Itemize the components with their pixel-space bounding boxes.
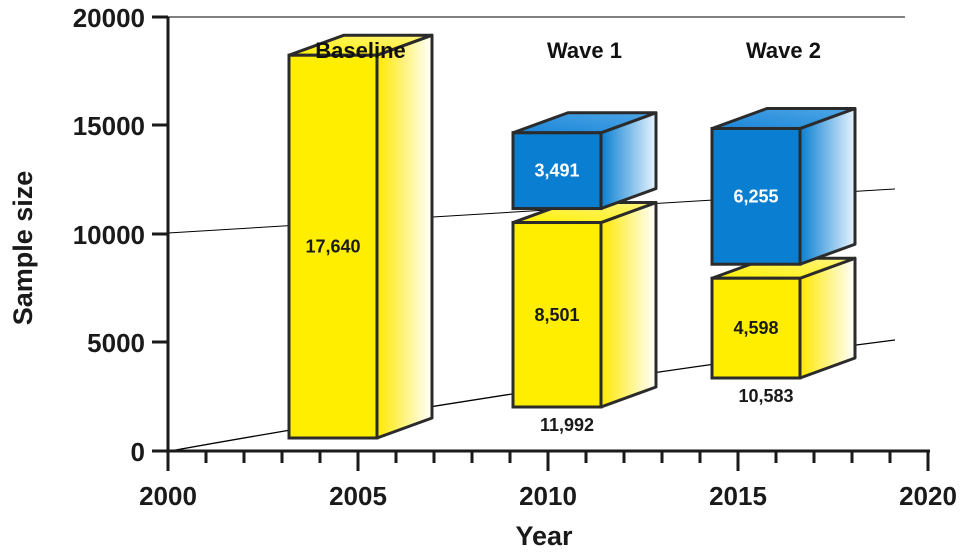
- bar-segment: 8,501: [511, 201, 658, 409]
- bar-segment: 17,640: [287, 33, 434, 440]
- y-axis-title: Sample size: [8, 171, 38, 326]
- y-tick-label: 10000: [73, 220, 145, 250]
- bar-value-label: 6,255: [733, 186, 778, 206]
- group-label: Baseline: [315, 38, 406, 63]
- bar-segment: 6,255: [710, 106, 857, 266]
- total-label: 10,583: [738, 386, 793, 406]
- x-tick-label: 2020: [899, 481, 957, 511]
- bar-group-0: 17,640 Baseline: [287, 33, 434, 440]
- bar-front-face: [511, 131, 603, 211]
- bar-side-face: [599, 201, 658, 409]
- bar-segment: 4,598: [710, 256, 857, 380]
- bar-front-face: [710, 126, 802, 266]
- bar-group-2: 4,598 6,255 Wave 2 10,583: [710, 38, 857, 406]
- x-tick-label: 2010: [519, 481, 577, 511]
- group-label: Wave 1: [547, 38, 622, 63]
- bar-value-label: 17,640: [305, 237, 360, 257]
- y-tick-label: 20000: [73, 3, 145, 33]
- total-label: 11,992: [540, 415, 594, 435]
- y-tick-label: 0: [131, 437, 145, 467]
- x-axis: 2000 2005 2010 2015 2020 Year: [139, 449, 957, 551]
- x-tick-label: 2005: [329, 481, 387, 511]
- y-axis: 20000 15000 10000 5000 0 Sample size: [8, 3, 170, 467]
- bar-segment: 3,491: [511, 111, 658, 211]
- bar-side-face: [375, 33, 434, 440]
- x-tick-label: 2000: [139, 481, 197, 511]
- group-label: Wave 2: [746, 38, 821, 63]
- x-ticks: [166, 451, 930, 471]
- x-axis-title: Year: [515, 521, 573, 551]
- bar-value-label: 4,598: [733, 318, 778, 338]
- bar-front-face: [511, 221, 603, 409]
- y-tick-label: 15000: [73, 111, 145, 141]
- bar-value-label: 3,491: [534, 161, 579, 181]
- bar-front-face: [287, 53, 379, 440]
- bar-side-face: [798, 106, 857, 266]
- bar-value-label: 8,501: [534, 305, 579, 325]
- bars: 17,640 Baseline 8,501 3,491 Wave 1 11,992 4,59…: [287, 33, 857, 440]
- x-tick-label: 2015: [709, 481, 767, 511]
- bar-group-1: 8,501 3,491 Wave 1 11,992: [511, 38, 658, 435]
- y-tick-label: 5000: [87, 328, 145, 358]
- bar-front-face: [710, 276, 802, 380]
